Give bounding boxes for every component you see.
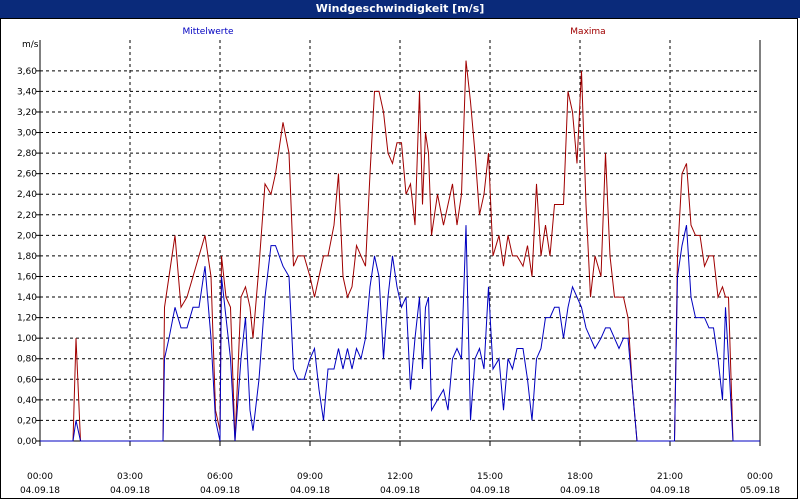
x-tick-date-label: 04.09.18 (200, 486, 240, 496)
y-tick-label: 2,20 (17, 211, 37, 221)
y-tick-label: 3,20 (17, 108, 37, 118)
series-line-mittelwerte (40, 224, 760, 442)
legend-label-mittelwerte: Mittelwerte (182, 27, 233, 37)
chart-title: Windgeschwindigkeit [m/s] (0, 0, 800, 18)
grid-lines (40, 40, 760, 442)
x-tick-time-label: 18:00 (567, 472, 593, 482)
x-tick-time-label: 06:00 (207, 472, 233, 482)
x-tick-date-label: 05.09.18 (740, 486, 780, 496)
x-tick-date-label: 04.09.18 (470, 486, 510, 496)
series-line-maxima (40, 60, 760, 442)
x-tick-date-label: 04.09.18 (650, 486, 690, 496)
x-tick-date-label: 04.09.18 (560, 486, 600, 496)
y-tick-label: 3,40 (17, 87, 37, 97)
series-lines (40, 60, 760, 442)
y-axis-unit-label: m/s (22, 40, 39, 50)
legend-label-maxima: Maxima (570, 27, 605, 37)
y-tick-label: 0,60 (17, 375, 37, 385)
x-tick-date-label: 04.09.18 (290, 486, 330, 496)
x-tick-date-label: 04.09.18 (20, 486, 60, 496)
y-tick-label: 2,40 (17, 190, 37, 200)
chart-frame (0, 18, 798, 499)
y-tick-label: 1,60 (17, 272, 37, 282)
x-tick-time-label: 09:00 (297, 472, 323, 482)
x-tick-time-label: 21:00 (657, 472, 683, 482)
x-tick-time-label: 00:00 (27, 472, 53, 482)
y-tick-label: 0,80 (17, 355, 37, 365)
y-tick-label: 1,40 (17, 293, 37, 303)
x-tick-time-label: 12:00 (387, 472, 413, 482)
y-tick-labels: 0,00 0,20 0,40 0,60 0,80 1,00 1,20 1,40 1,60 1,80… (17, 67, 37, 447)
x-tick-time-label: 03:00 (117, 472, 143, 482)
y-tick-label: 2,60 (17, 170, 37, 180)
y-tick-label: 1,20 (17, 314, 37, 324)
x-tick-time-label: 15:00 (477, 472, 503, 482)
y-tick-label: 1,80 (17, 252, 37, 262)
x-tick-date-label: 04.09.18 (110, 486, 150, 496)
legend: Mittelwerte Maxima (182, 27, 605, 37)
y-tick-label: 2,00 (17, 231, 37, 241)
y-tick-label: 3,00 (17, 129, 37, 139)
y-tick-label: 0,40 (17, 396, 37, 406)
y-tick-label: 0,00 (17, 437, 37, 447)
x-tick-date-label: 04.09.18 (380, 486, 420, 496)
y-tick-label: 2,80 (17, 149, 37, 159)
y-tick-label: 3,60 (17, 67, 37, 77)
y-tick-label: 0,20 (17, 416, 37, 426)
y-tick-label: 1,00 (17, 334, 37, 344)
x-tick-labels: 00:00 04.09.18 03:00 04.09.18 06:00 04.09.18 0… (20, 472, 780, 496)
axes (36, 40, 761, 446)
x-tick-time-label: 00:00 (747, 472, 773, 482)
